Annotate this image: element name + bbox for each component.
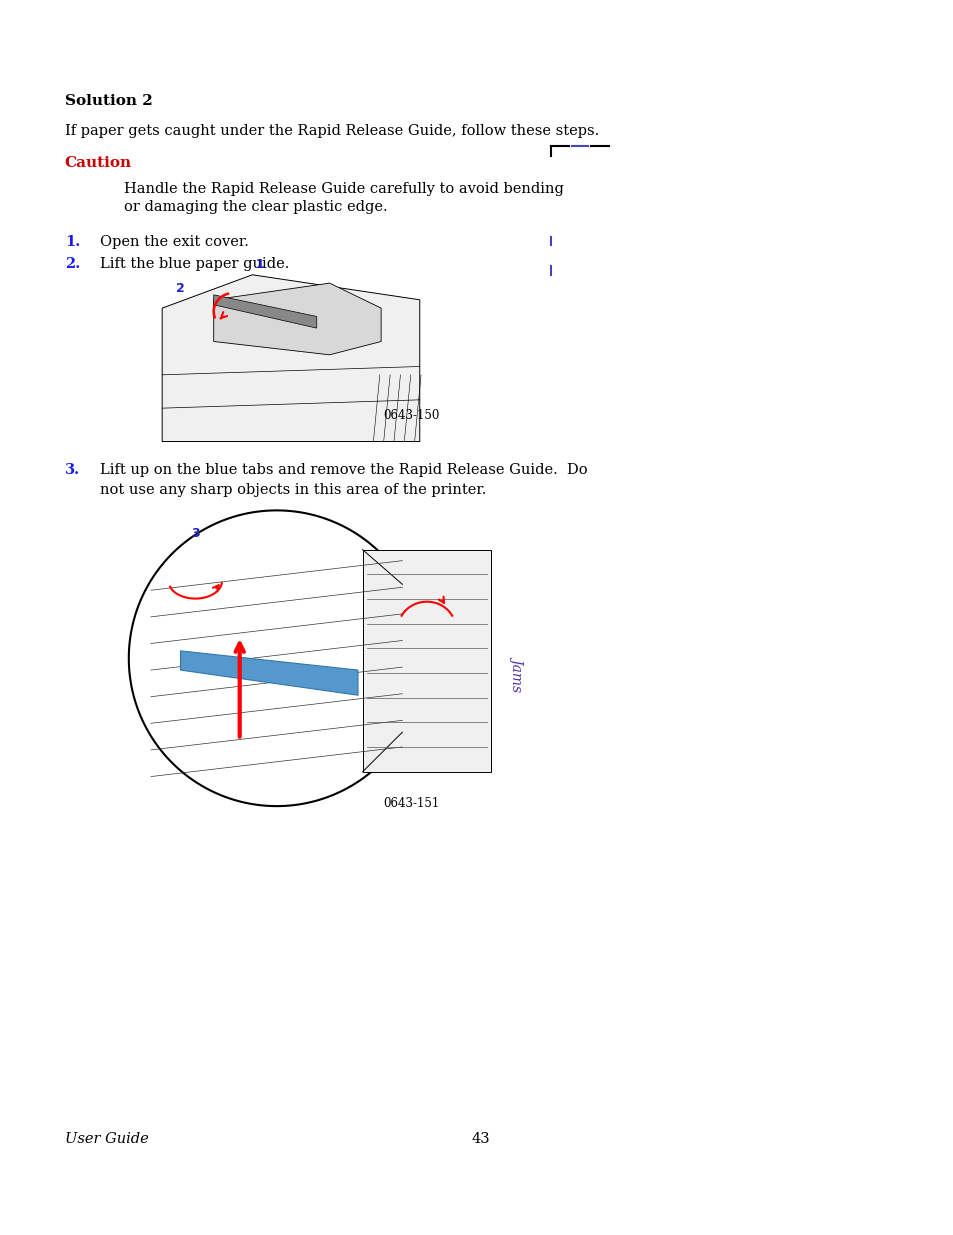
Text: 2.: 2. — [65, 257, 80, 270]
Text: 0643-150: 0643-150 — [383, 409, 439, 422]
Polygon shape — [362, 550, 491, 772]
Text: 0643-151: 0643-151 — [383, 797, 439, 810]
Text: 2: 2 — [175, 282, 184, 295]
Polygon shape — [162, 275, 419, 442]
Text: 1.: 1. — [65, 235, 80, 248]
Text: Open the exit cover.: Open the exit cover. — [100, 235, 249, 248]
Text: Handle the Rapid Release Guide carefully to avoid bending: Handle the Rapid Release Guide carefully… — [124, 182, 563, 195]
Polygon shape — [213, 295, 316, 329]
Text: or damaging the clear plastic edge.: or damaging the clear plastic edge. — [124, 200, 387, 214]
Text: 3: 3 — [191, 527, 199, 540]
Text: Lift the blue paper guide.: Lift the blue paper guide. — [100, 257, 290, 270]
Polygon shape — [129, 510, 424, 806]
Polygon shape — [180, 651, 357, 695]
Text: Lift up on the blue tabs and remove the Rapid Release Guide.  Do: Lift up on the blue tabs and remove the … — [100, 463, 587, 477]
Text: If paper gets caught under the Rapid Release Guide, follow these steps.: If paper gets caught under the Rapid Rel… — [65, 124, 598, 137]
Text: Caution: Caution — [65, 156, 132, 169]
Polygon shape — [213, 283, 380, 354]
Text: User Guide: User Guide — [65, 1132, 149, 1146]
Text: 3.: 3. — [65, 463, 80, 477]
Text: not use any sharp objects in this area of the printer.: not use any sharp objects in this area o… — [100, 483, 486, 496]
Text: Jams: Jams — [511, 656, 524, 690]
Text: Solution 2: Solution 2 — [65, 94, 152, 107]
Text: 1: 1 — [255, 258, 264, 272]
Text: 43: 43 — [471, 1132, 490, 1146]
